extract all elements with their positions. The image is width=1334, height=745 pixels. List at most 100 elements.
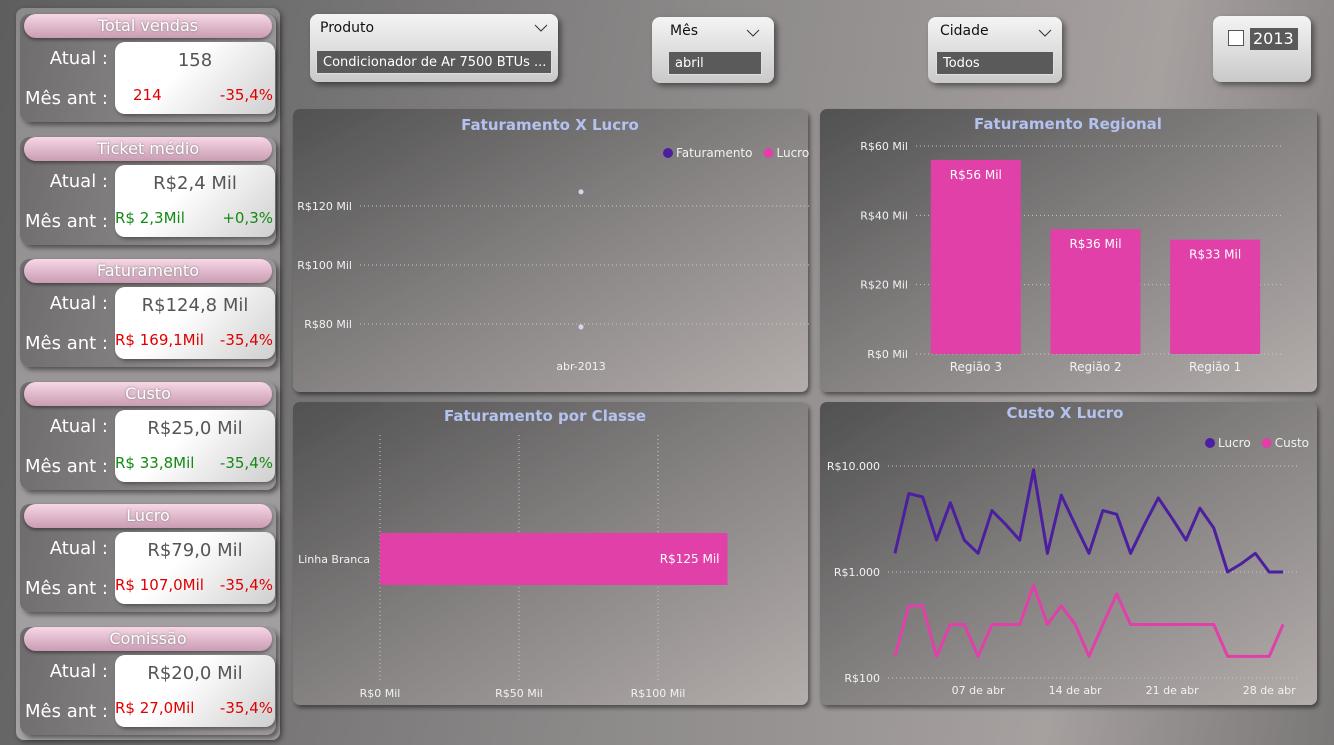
legend-label: Lucro — [1218, 436, 1251, 450]
current-value: R$20,0 Mil — [147, 662, 243, 684]
previous-value: R$ 33,8Mil — [115, 453, 195, 472]
previous-value: R$ 27,0Mil — [115, 698, 195, 717]
change-value: -35,4% — [219, 86, 273, 104]
filter-value[interactable]: Todos — [936, 51, 1054, 75]
filter-label: Cidade — [940, 23, 989, 39]
filter-value[interactable]: abril — [668, 51, 762, 75]
chevron — [1038, 29, 1052, 37]
panel — [293, 109, 808, 392]
previous-label: Mês ant : — [25, 455, 108, 477]
current-label: Atual : — [49, 415, 108, 437]
data-line — [893, 468, 1284, 574]
legend-label: Faturamento — [676, 146, 752, 160]
kpi-title: Comissão — [24, 626, 272, 651]
y-tick-label: R$10.000 — [827, 460, 880, 473]
current-label: Atual : — [49, 660, 108, 682]
chart-title: Faturamento Regional — [974, 115, 1162, 133]
previous-label: Mês ant : — [25, 333, 108, 354]
chevron — [534, 24, 548, 32]
current-value: R$2,4 Mil — [153, 172, 237, 194]
kpi-card: Comissão Atual : Mês ant : R$20,0 Mil R$ 27,… — [20, 626, 276, 735]
kpi-box: R$20,0 Mil R$ 27,0Mil -35,4% — [115, 654, 275, 727]
previous-value: 214 — [133, 86, 162, 104]
kpi-box: 158 214 -35,4% — [115, 42, 275, 114]
x-tick-label: Região 1 — [1189, 360, 1241, 374]
data-label: R$125 Mil — [660, 552, 720, 566]
y-tick-label: R$20 Mil — [860, 279, 908, 292]
y-tick-label: R$40 Mil — [860, 209, 908, 222]
change-value: -35,4% — [219, 576, 273, 594]
chevron — [746, 29, 760, 37]
data-line — [893, 583, 1285, 658]
kpi-card: Faturamento Atual : Mês ant : R$124,8 Mil R$… — [20, 259, 276, 367]
y-tick-label: R$60 Mil — [860, 140, 908, 153]
previous-label: Mês ant : — [25, 88, 108, 109]
current-value: 158 — [177, 50, 213, 71]
kpi-card: Lucro Atual : Mês ant : R$79,0 Mil R$ 107,0M… — [20, 504, 276, 612]
x-tick-label: Região 2 — [1069, 360, 1121, 374]
current-label: Atual : — [49, 538, 108, 559]
change-value: -35,4% — [219, 698, 273, 717]
legend-marker — [1205, 438, 1215, 448]
filter-label: Produto — [320, 20, 375, 36]
kpi-box: R$79,0 Mil R$ 107,0Mil -35,4% — [115, 532, 275, 604]
city-filter[interactable]: Cidade Todos — [928, 17, 1062, 83]
previous-label: Mês ant : — [25, 210, 108, 232]
legend-marker — [763, 148, 774, 158]
chart-title: Faturamento X Lucro — [461, 116, 639, 134]
x-tick-label: R$100 Mil — [631, 687, 686, 700]
y-tick-label: R$100 — [844, 672, 880, 685]
data-label: R$56 Mil — [950, 168, 1002, 182]
kpi-title: Lucro — [24, 504, 272, 528]
data-point — [578, 324, 584, 330]
chart-title: Faturamento por Classe — [444, 407, 646, 425]
month-filter[interactable]: Mês abril — [652, 17, 774, 83]
previous-value: R$ 2,3Mil — [115, 208, 185, 227]
x-tick-label: R$0 Mil — [360, 687, 401, 700]
previous-label: Mês ant : — [25, 700, 108, 722]
current-label: Atual : — [49, 48, 108, 69]
kpi-title: Total vendas — [24, 14, 272, 38]
bar — [930, 159, 1021, 354]
y-tick-label: R$0 Mil — [867, 348, 908, 361]
panel — [820, 402, 1317, 705]
kpi-title: Custo — [24, 381, 272, 406]
kpi-card: Custo Atual : Mês ant : R$25,0 Mil R$ 33,8Mi… — [20, 381, 276, 490]
kpi-box: R$2,4 Mil R$ 2,3Mil +0,3% — [115, 164, 275, 237]
kpi-box: R$25,0 Mil R$ 33,8Mil -35,4% — [115, 409, 275, 482]
legend-marker — [663, 148, 673, 158]
data-point — [578, 189, 584, 195]
x-tick-label: 21 de abr — [1146, 684, 1199, 697]
previous-value: R$ 107,0Mil — [115, 576, 204, 594]
y-tick-label: R$100 Mil — [297, 259, 352, 272]
y-tick-label: Linha Branca — [298, 553, 370, 566]
bar — [1050, 229, 1141, 354]
x-tick-label: 28 de abr — [1243, 684, 1296, 697]
filter-value[interactable]: Condicionador de Ar 7500 BTUs ... — [316, 50, 552, 74]
x-tick-label: Região 3 — [950, 360, 1002, 374]
kpi-title: Faturamento — [24, 259, 272, 283]
bar — [1170, 239, 1261, 354]
current-label: Atual : — [49, 293, 108, 314]
current-value: R$79,0 Mil — [147, 540, 243, 561]
y-tick-label: R$1.000 — [834, 566, 880, 579]
y-tick-label: R$120 Mil — [297, 200, 352, 213]
product-filter[interactable]: Produto Condicionador de Ar 7500 BTUs ..… — [310, 14, 558, 82]
chart-title: Custo X Lucro — [1007, 404, 1124, 422]
kpi-title: Ticket médio — [24, 136, 272, 161]
year-label: 2013 — [1250, 28, 1298, 50]
bar — [380, 533, 728, 585]
change-value: -35,4% — [219, 331, 273, 349]
change-value: -35,4% — [219, 453, 273, 472]
current-value: R$124,8 Mil — [141, 295, 249, 316]
legend-marker — [1261, 438, 1272, 448]
x-tick-label: 07 de abr — [952, 684, 1005, 697]
checkbox[interactable] — [1228, 30, 1244, 46]
change-value: +0,3% — [222, 208, 273, 227]
kpi-card: Total vendas Atual : Mês ant : 158 214 -35,4% — [20, 14, 276, 122]
kpi-card: Ticket médio Atual : Mês ant : R$2,4 Mil R$ … — [20, 136, 276, 245]
filter-label: Mês — [670, 23, 698, 39]
year-filter[interactable]: 2013 — [1213, 16, 1311, 82]
